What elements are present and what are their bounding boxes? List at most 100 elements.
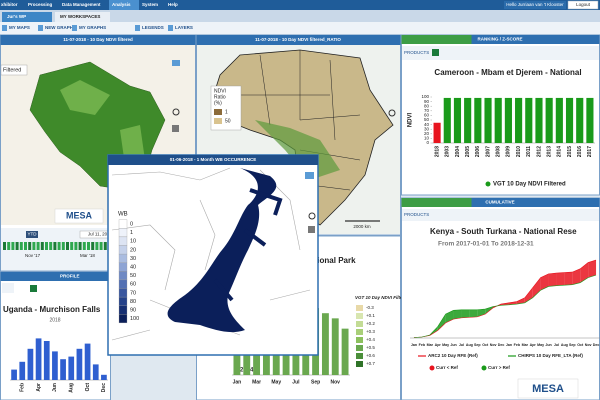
range-button[interactable]: [26, 231, 38, 238]
tool-label[interactable]: LEGENDS: [142, 25, 164, 30]
y-tick-label: 40: [424, 122, 430, 127]
tool-label[interactable]: MY MAPS: [9, 25, 30, 30]
layer-box[interactable]: [0, 64, 28, 76]
chart: Jan Feb Mar Apr May Jun Jul Aug Sep Oct Nov Dec Jan F…: [410, 259, 600, 371]
x-tick-label: Apr: [36, 383, 42, 392]
x-tick-label: Nov: [585, 343, 592, 347]
timeline-step[interactable]: [53, 242, 57, 250]
legend-swatch: [118, 253, 128, 263]
timeline-step[interactable]: [19, 242, 23, 250]
timeline-step[interactable]: [70, 242, 74, 250]
excel-icon[interactable]: [432, 49, 439, 56]
menu-item[interactable]: System: [142, 2, 158, 7]
chart-title: Cameroon - Mbam et Djerem - National: [434, 68, 581, 77]
timeline-step[interactable]: [78, 242, 82, 250]
timeline-step[interactable]: [87, 242, 90, 250]
tab-label[interactable]: Jur's WP: [7, 14, 26, 19]
panel-toolbar: [402, 46, 599, 60]
difference-area: [556, 272, 565, 286]
tool-icon[interactable]: [135, 25, 140, 31]
legend-swatch: [118, 262, 128, 272]
timeline-step[interactable]: [11, 242, 15, 250]
map-icon[interactable]: [172, 60, 180, 66]
bar: [484, 97, 492, 143]
menu-item[interactable]: Analysis: [112, 2, 131, 7]
zoom-icon[interactable]: [308, 212, 316, 220]
x-tick-label: 2016: [577, 146, 583, 157]
difference-area: [437, 314, 446, 331]
timeline-step[interactable]: [3, 242, 6, 250]
menu-item[interactable]: xhibitor: [1, 2, 18, 7]
tool-button[interactable]: [2, 283, 14, 293]
timeline-step[interactable]: [91, 242, 95, 250]
timeline-step[interactable]: [24, 242, 27, 250]
tab[interactable]: [2, 12, 52, 22]
difference-area: [461, 309, 470, 318]
chart-window: CUMULATIVE PRODUCTS Kenya - South Turkan…: [401, 197, 600, 400]
window-title: 11-07-2018 - 10 Day NDVI filtered: [63, 37, 133, 42]
timeline-step[interactable]: [74, 242, 78, 250]
products-button[interactable]: PRODUCTS: [404, 50, 429, 55]
excel-icon[interactable]: [30, 285, 37, 292]
x-tick-label: Oct: [577, 343, 584, 347]
tabs: Jur's WP MY WORKSPACES: [2, 12, 110, 22]
legend-title: WB: [118, 212, 128, 218]
difference-area: [532, 277, 541, 298]
timeline-step[interactable]: [99, 242, 103, 250]
tool-icon[interactable]: [38, 25, 43, 31]
x-tick-label: Sep: [311, 379, 320, 385]
timeline-step[interactable]: [40, 242, 44, 250]
panel-toolbar: [402, 209, 599, 221]
legend-swatch: [118, 279, 128, 289]
tool-label[interactable]: NEW GRAPH: [45, 25, 73, 30]
timeline-step[interactable]: [32, 242, 36, 250]
tab[interactable]: [55, 12, 110, 22]
timeline-step[interactable]: [95, 242, 99, 250]
tool-icon[interactable]: [168, 25, 173, 31]
timeline-step[interactable]: [49, 242, 53, 250]
tool-icon[interactable]: [2, 25, 7, 31]
menu-item[interactable]: Processing: [28, 2, 53, 7]
tool-label[interactable]: MY GRAPHS: [79, 25, 106, 30]
timeline-step[interactable]: [82, 242, 86, 250]
legend-label: 30: [130, 256, 136, 262]
zoom-icon[interactable]: [388, 109, 396, 117]
timeline-step[interactable]: [36, 242, 40, 250]
window-frame: [0, 271, 111, 400]
timeline-step[interactable]: [57, 242, 61, 250]
legend-label: CHIRPS 10 Day RFE_LTA (Ref): [518, 353, 583, 358]
timeline-step[interactable]: [66, 242, 69, 250]
x-tick-label: Oct: [85, 383, 91, 392]
map-icon[interactable]: [305, 172, 314, 179]
user-name: Hello Jurriaan van 't Klooster: [506, 2, 564, 7]
y-tick-label: 100: [421, 94, 429, 99]
products-button[interactable]: PRODUCTS: [404, 212, 429, 217]
tool-label[interactable]: LAYERS: [175, 25, 193, 30]
menu-item[interactable]: Data Management: [62, 2, 101, 7]
menu-item[interactable]: Help: [168, 2, 178, 7]
map-icon[interactable]: [172, 125, 179, 132]
x-tick-label: Jun: [545, 343, 551, 347]
tab-label[interactable]: MY WORKSPACES: [60, 14, 100, 19]
difference-area: [564, 272, 573, 286]
range-label[interactable]: YTD: [28, 232, 38, 237]
zoom-icon[interactable]: [172, 108, 180, 116]
x-tick-label: Jul: [554, 343, 559, 347]
map-icon[interactable]: [308, 226, 315, 233]
legend-label: Curr < Ref: [436, 365, 458, 370]
timeline-step[interactable]: [103, 242, 107, 250]
water-body: [167, 168, 277, 333]
menu-active: [109, 0, 139, 10]
water-body: [213, 188, 283, 302]
x-tick-label: 2003: [445, 146, 451, 157]
timeline-step[interactable]: [15, 242, 19, 250]
timeline-step[interactable]: [61, 242, 65, 250]
timeline-step[interactable]: [28, 242, 32, 250]
tool-icon[interactable]: [72, 25, 77, 31]
timeline-step[interactable]: [7, 242, 11, 250]
logout-label[interactable]: Logout: [576, 2, 591, 7]
timeline-step[interactable]: [45, 242, 48, 250]
logout-button[interactable]: [567, 0, 599, 10]
